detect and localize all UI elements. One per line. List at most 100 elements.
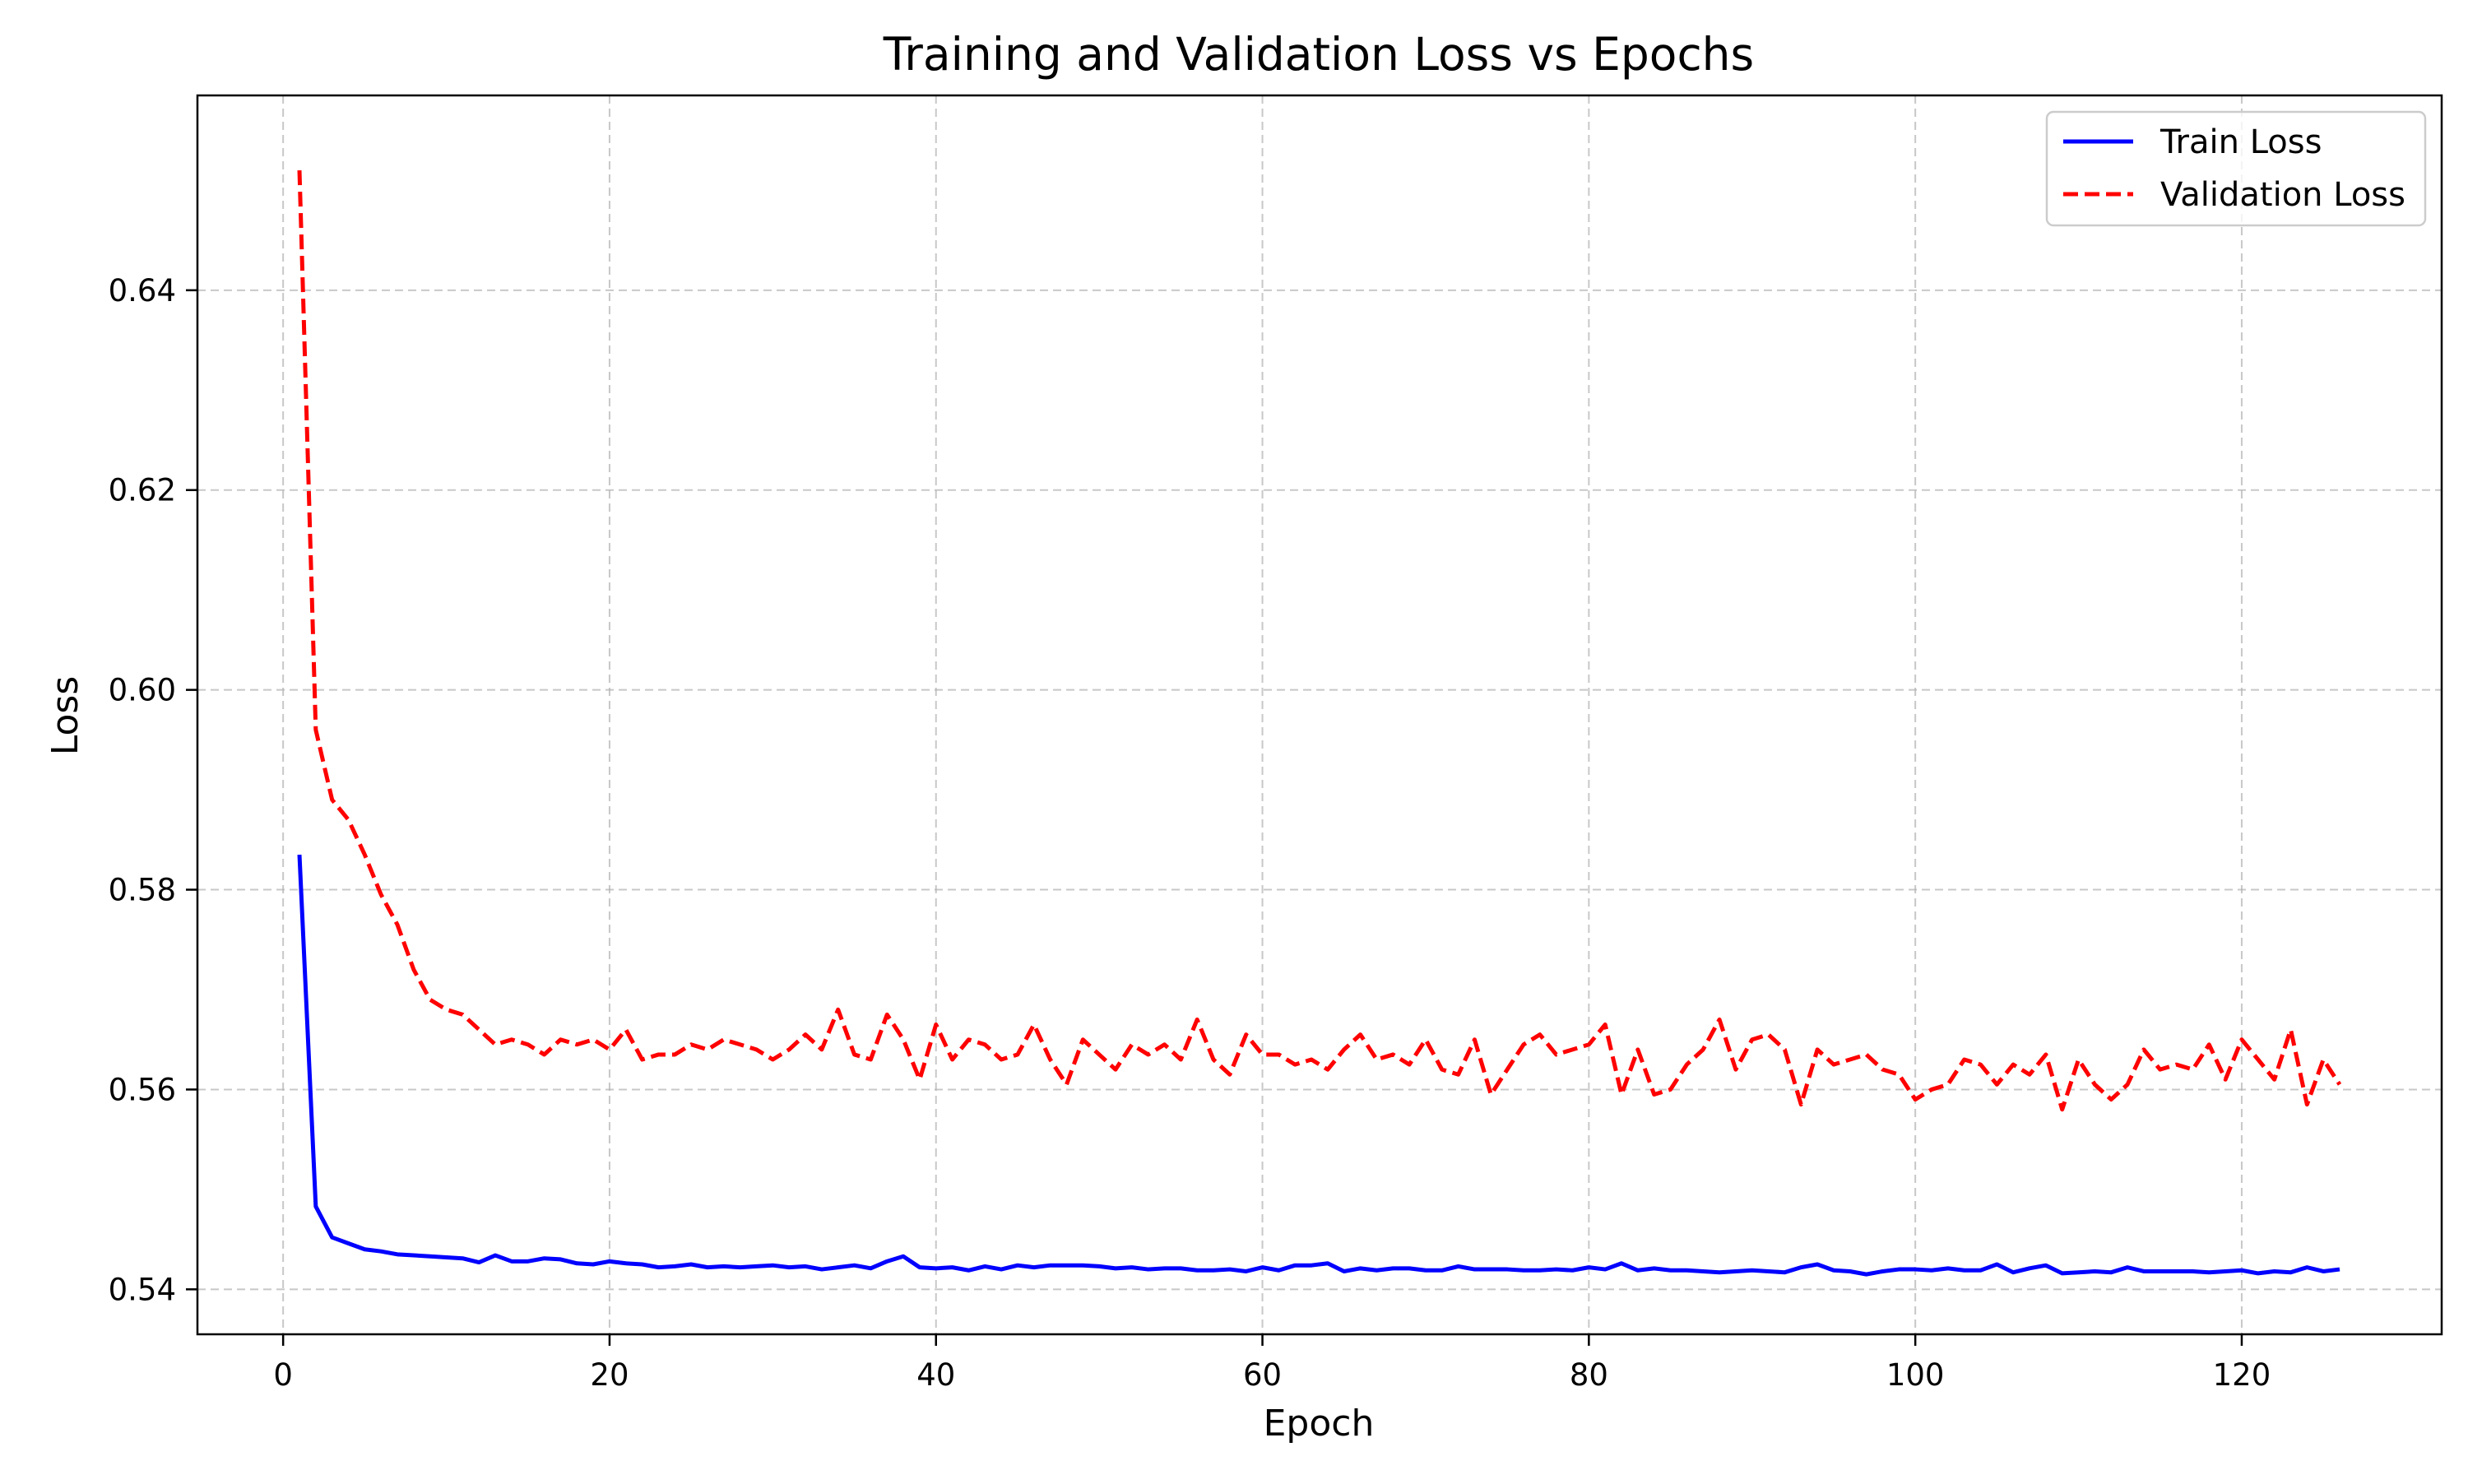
data-point-train-loss bbox=[1848, 1269, 1852, 1273]
data-point-validation-loss bbox=[836, 1008, 840, 1012]
data-point-validation-loss bbox=[983, 1042, 987, 1046]
data-point-train-loss bbox=[1799, 1265, 1803, 1269]
data-point-train-loss bbox=[1473, 1268, 1477, 1272]
data-point-validation-loss bbox=[1162, 1042, 1167, 1046]
data-point-validation-loss bbox=[1766, 1032, 1770, 1036]
data-point-train-loss bbox=[689, 1262, 694, 1266]
x-tick-label: 40 bbox=[916, 1357, 955, 1393]
data-point-train-loss bbox=[411, 1254, 415, 1258]
data-point-train-loss bbox=[1032, 1265, 1036, 1269]
data-point-train-loss bbox=[673, 1264, 677, 1268]
data-point-validation-loss bbox=[1358, 1032, 1362, 1036]
data-point-validation-loss bbox=[1325, 1068, 1329, 1072]
data-point-validation-loss bbox=[1783, 1047, 1787, 1051]
data-point-validation-loss bbox=[738, 1042, 742, 1046]
data-point-train-loss bbox=[379, 1250, 383, 1254]
data-point-validation-loss bbox=[2256, 1058, 2260, 1062]
data-point-validation-loss bbox=[1130, 1042, 1134, 1046]
data-point-validation-loss bbox=[2322, 1058, 2326, 1062]
data-point-train-loss bbox=[640, 1262, 644, 1266]
data-point-validation-loss bbox=[1342, 1047, 1346, 1051]
data-point-train-loss bbox=[1554, 1268, 1558, 1272]
data-point-validation-loss bbox=[1227, 1073, 1232, 1077]
y-tick-label: 0.56 bbox=[109, 1072, 176, 1107]
data-point-validation-loss bbox=[2338, 1083, 2342, 1087]
data-point-train-loss bbox=[1766, 1269, 1770, 1273]
data-point-train-loss bbox=[461, 1256, 465, 1260]
data-point-train-loss bbox=[1570, 1268, 1575, 1273]
data-point-validation-loss bbox=[575, 1042, 579, 1046]
data-point-validation-loss bbox=[1554, 1052, 1558, 1056]
x-tick-label: 100 bbox=[1886, 1357, 1945, 1393]
data-point-validation-loss bbox=[1864, 1052, 1868, 1056]
data-point-train-loss bbox=[1995, 1262, 1999, 1266]
data-point-validation-loss bbox=[1293, 1063, 1297, 1067]
data-point-validation-loss bbox=[2207, 1042, 2211, 1046]
data-point-train-loss bbox=[346, 1241, 350, 1245]
y-tick-label: 0.60 bbox=[109, 673, 176, 708]
data-point-validation-loss bbox=[1816, 1047, 1820, 1051]
data-point-validation-loss bbox=[1260, 1052, 1264, 1056]
data-point-train-loss bbox=[624, 1261, 628, 1265]
data-point-validation-loss bbox=[1897, 1073, 1901, 1077]
data-point-train-loss bbox=[542, 1256, 546, 1260]
data-point-validation-loss bbox=[346, 818, 350, 822]
data-point-train-loss bbox=[607, 1259, 611, 1264]
data-point-validation-loss bbox=[330, 798, 334, 802]
data-point-validation-loss bbox=[2174, 1063, 2178, 1067]
data-point-validation-loss bbox=[1914, 1097, 1918, 1101]
data-point-train-loss bbox=[1310, 1264, 1314, 1268]
data-point-validation-loss bbox=[1587, 1042, 1591, 1046]
data-point-train-loss bbox=[591, 1262, 596, 1266]
data-point-train-loss bbox=[1489, 1268, 1493, 1272]
data-point-validation-loss bbox=[1375, 1058, 1379, 1062]
data-point-train-loss bbox=[444, 1255, 448, 1259]
data-point-validation-loss bbox=[1195, 1018, 1199, 1022]
data-point-validation-loss bbox=[689, 1042, 694, 1046]
data-point-train-loss bbox=[804, 1264, 808, 1268]
data-point-train-loss bbox=[313, 1204, 318, 1208]
data-point-train-loss bbox=[1048, 1264, 1052, 1268]
data-point-train-loss bbox=[1979, 1268, 1983, 1273]
data-point-validation-loss bbox=[2093, 1083, 2097, 1087]
data-point-train-loss bbox=[1000, 1268, 1004, 1272]
data-point-train-loss bbox=[950, 1265, 954, 1269]
data-point-train-loss bbox=[1325, 1261, 1329, 1265]
data-point-validation-loss bbox=[1848, 1058, 1852, 1062]
x-tick-label: 60 bbox=[1243, 1357, 1282, 1393]
data-point-validation-loss bbox=[1603, 1023, 1607, 1027]
data-point-train-loss bbox=[1097, 1264, 1102, 1268]
data-point-train-loss bbox=[1423, 1268, 1427, 1273]
data-point-validation-loss bbox=[1718, 1018, 1722, 1022]
data-point-train-loss bbox=[2272, 1269, 2276, 1273]
data-point-validation-loss bbox=[1652, 1092, 1656, 1097]
data-point-validation-loss bbox=[1570, 1047, 1575, 1051]
data-point-validation-loss bbox=[1048, 1058, 1052, 1062]
data-point-validation-loss bbox=[706, 1047, 710, 1051]
data-point-train-loss bbox=[1212, 1268, 1216, 1273]
data-point-validation-loss bbox=[1146, 1052, 1150, 1056]
data-point-validation-loss bbox=[542, 1052, 546, 1056]
data-point-train-loss bbox=[575, 1261, 579, 1265]
data-point-validation-loss bbox=[1538, 1032, 1542, 1036]
data-point-validation-loss bbox=[1097, 1052, 1102, 1056]
data-point-validation-loss bbox=[313, 728, 318, 732]
data-point-validation-loss bbox=[2239, 1037, 2243, 1041]
data-point-validation-loss bbox=[1212, 1058, 1216, 1062]
data-point-validation-loss bbox=[1408, 1063, 1412, 1067]
data-point-validation-loss bbox=[363, 853, 367, 857]
data-point-train-loss bbox=[706, 1265, 710, 1269]
y-tick-label: 0.54 bbox=[109, 1272, 176, 1307]
data-point-validation-loss bbox=[1081, 1037, 1085, 1041]
data-point-train-loss bbox=[721, 1264, 726, 1268]
data-point-train-loss bbox=[2044, 1264, 2048, 1268]
data-point-train-loss bbox=[298, 853, 302, 857]
data-point-validation-loss bbox=[967, 1037, 971, 1041]
data-point-validation-loss bbox=[1114, 1068, 1118, 1072]
data-point-validation-loss bbox=[298, 169, 302, 173]
data-point-validation-loss bbox=[673, 1052, 677, 1056]
data-point-train-loss bbox=[2256, 1271, 2260, 1275]
data-point-validation-loss bbox=[869, 1058, 873, 1062]
data-point-train-loss bbox=[1831, 1268, 1835, 1273]
data-point-train-loss bbox=[2109, 1270, 2113, 1274]
